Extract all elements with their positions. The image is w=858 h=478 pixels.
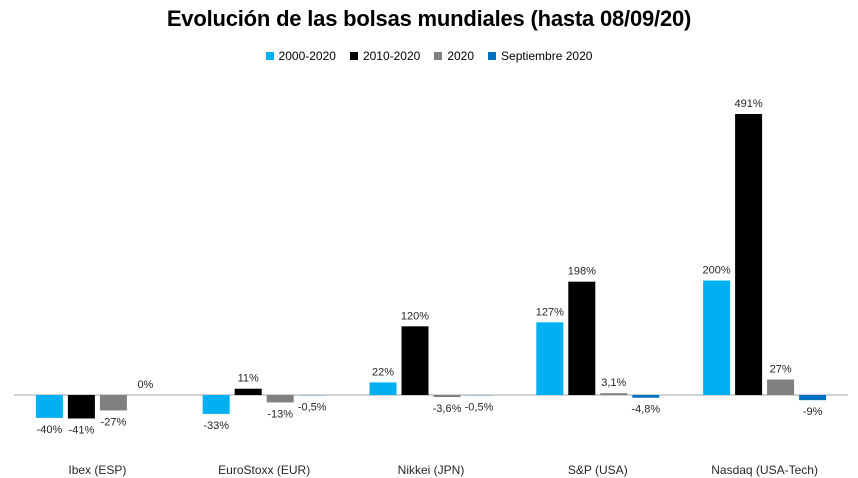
bar: [568, 281, 596, 395]
bar: [433, 395, 461, 398]
data-label: -9%: [803, 406, 823, 418]
bar: [767, 379, 795, 395]
legend-label: Septiembre 2020: [501, 49, 593, 63]
data-label: -41%: [69, 424, 95, 436]
legend-item: Septiembre 2020: [488, 49, 592, 63]
bar: [632, 395, 660, 398]
bar: [703, 280, 731, 395]
legend-swatch: [488, 52, 497, 60]
data-label: -3,6%: [433, 403, 462, 415]
legend-item: 2000-2020: [265, 49, 336, 63]
bar: [369, 382, 397, 395]
category-tick-label: EuroStoxx (EUR): [218, 463, 310, 477]
data-label: -40%: [37, 424, 63, 436]
category-tick-label: Nasdaq (USA-Tech): [711, 463, 818, 477]
bar: [600, 393, 628, 395]
data-label: -4,8%: [631, 404, 660, 416]
bar: [35, 395, 63, 418]
bar: [401, 326, 429, 395]
data-label: 22%: [372, 366, 394, 378]
data-label: -0,5%: [465, 401, 494, 413]
data-label: 0%: [137, 379, 153, 391]
data-label: 198%: [568, 266, 596, 278]
bar: [234, 388, 262, 395]
data-label: 491%: [735, 98, 763, 110]
bar: [202, 395, 230, 414]
bar: [799, 395, 827, 401]
data-label: -13%: [267, 408, 293, 420]
data-label: -0,5%: [298, 401, 327, 413]
data-label: 120%: [401, 310, 429, 322]
data-label: -33%: [203, 420, 229, 432]
bar: [266, 395, 294, 403]
legend-label: 2020: [447, 49, 475, 63]
legend-item: 2010-2020: [349, 49, 421, 63]
data-label: 127%: [536, 306, 564, 318]
bar: [735, 114, 763, 395]
data-label: 3,1%: [601, 377, 626, 389]
legend-label: 2010-2020: [362, 49, 421, 63]
category-tick-label: S&P (USA): [568, 463, 628, 477]
bar: [99, 395, 127, 411]
data-label: -27%: [101, 416, 127, 428]
category-tick-label: Nikkei (JPN): [398, 463, 465, 477]
bar: [67, 395, 95, 419]
data-label: 27%: [770, 364, 792, 376]
legend-swatch: [265, 52, 274, 60]
chart-title: Evolución de las bolsas mundiales (hasta…: [166, 6, 692, 31]
legend-item: 2020: [434, 49, 474, 63]
data-label: 200%: [703, 265, 731, 277]
legend-label: 2000-2020: [278, 49, 336, 63]
legend-swatch: [349, 52, 358, 60]
category-tick-label: Ibex (ESP): [68, 463, 126, 477]
data-label: 11%: [238, 373, 259, 385]
legend: 2000-2020 2010-2020 2020 Septiembre 2020: [0, 49, 858, 63]
bar: [536, 322, 564, 395]
legend-swatch: [434, 52, 443, 60]
